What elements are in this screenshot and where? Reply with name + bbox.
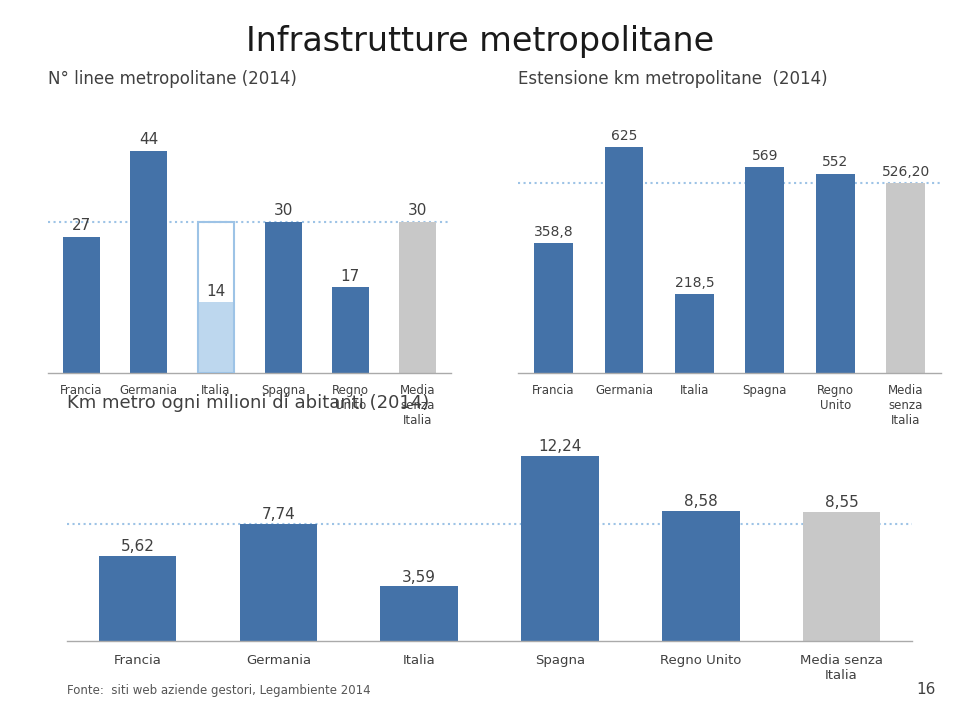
Text: 16: 16 [917, 682, 936, 697]
Text: 12,24: 12,24 [539, 439, 582, 454]
Text: 27: 27 [72, 218, 91, 233]
Text: 625: 625 [611, 129, 637, 143]
Bar [605, 147, 643, 373]
Bar [521, 456, 599, 641]
Bar [198, 303, 234, 373]
Text: 17: 17 [341, 269, 360, 284]
Bar [63, 237, 100, 373]
Bar [886, 183, 925, 373]
Text: 30: 30 [408, 203, 427, 218]
Text: 552: 552 [822, 155, 849, 169]
Bar [240, 524, 317, 641]
Text: 14: 14 [206, 284, 226, 299]
Text: 7,74: 7,74 [261, 507, 296, 522]
Text: 218,5: 218,5 [675, 276, 714, 290]
Bar [816, 174, 854, 373]
Text: Infrastrutture metropolitane: Infrastrutture metropolitane [246, 25, 714, 58]
Bar [198, 222, 234, 373]
Text: 5,62: 5,62 [121, 539, 155, 554]
Text: Km metro ogni milioni di abitanti (2014): Km metro ogni milioni di abitanti (2014) [67, 394, 429, 412]
Bar [99, 556, 177, 641]
Text: Estensione km metropolitane  (2014): Estensione km metropolitane (2014) [518, 70, 828, 88]
Bar [535, 244, 573, 373]
Bar [662, 511, 739, 641]
Bar [399, 222, 436, 373]
Text: 569: 569 [752, 149, 778, 163]
Text: 44: 44 [139, 132, 158, 148]
Text: N° linee metropolitane (2014): N° linee metropolitane (2014) [48, 70, 297, 88]
Bar [265, 222, 301, 373]
Bar [675, 294, 714, 373]
Bar [803, 512, 880, 641]
Bar [131, 151, 167, 373]
Text: 3,59: 3,59 [402, 570, 436, 584]
Bar [332, 287, 369, 373]
Text: 8,55: 8,55 [825, 495, 858, 510]
Bar [380, 586, 458, 641]
Text: 526,20: 526,20 [881, 165, 929, 179]
Text: 358,8: 358,8 [534, 225, 573, 239]
Text: 30: 30 [274, 203, 293, 218]
Text: 8,58: 8,58 [684, 494, 718, 510]
Bar [746, 168, 784, 373]
Text: Fonte:  siti web aziende gestori, Legambiente 2014: Fonte: siti web aziende gestori, Legambi… [67, 684, 371, 697]
